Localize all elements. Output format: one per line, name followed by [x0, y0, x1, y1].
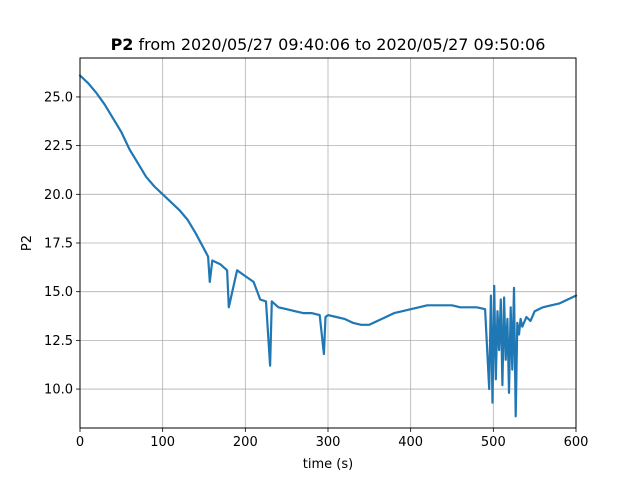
- x-axis-label: time (s): [303, 457, 353, 472]
- y-tick-label: 15.0: [44, 285, 73, 300]
- y-tick-label: 12.5: [44, 334, 73, 349]
- x-tick-label: 300: [316, 435, 341, 450]
- y-tick-label: 10.0: [44, 383, 73, 398]
- ticks: 0 100 200 300 400 500 600 10.0 12.5 15.0 17.5 20.0 2…: [44, 90, 588, 450]
- y-tick-label: 25.0: [44, 90, 73, 105]
- chart-title-rest: from 2020/05/27 09:40:06 to 2020/05/27 0…: [133, 35, 545, 54]
- x-tick-label: 400: [398, 435, 423, 450]
- x-tick-label: 0: [76, 435, 84, 450]
- y-tick-label: 17.5: [44, 237, 73, 252]
- x-tick-label: 500: [481, 435, 506, 450]
- x-tick-label: 200: [233, 435, 258, 450]
- series-layer: [78, 74, 578, 418]
- y-tick-label: 20.0: [44, 188, 73, 203]
- series-line: [78, 74, 578, 418]
- x-tick-label: 100: [150, 435, 175, 450]
- chart-title-bold: P2: [111, 35, 134, 54]
- chart-title: P2 from 2020/05/27 09:40:06 to 2020/05/2…: [111, 35, 546, 54]
- x-tick-label: 600: [564, 435, 589, 450]
- y-axis-label: P2: [20, 235, 35, 251]
- y-tick-label: 22.5: [44, 139, 73, 154]
